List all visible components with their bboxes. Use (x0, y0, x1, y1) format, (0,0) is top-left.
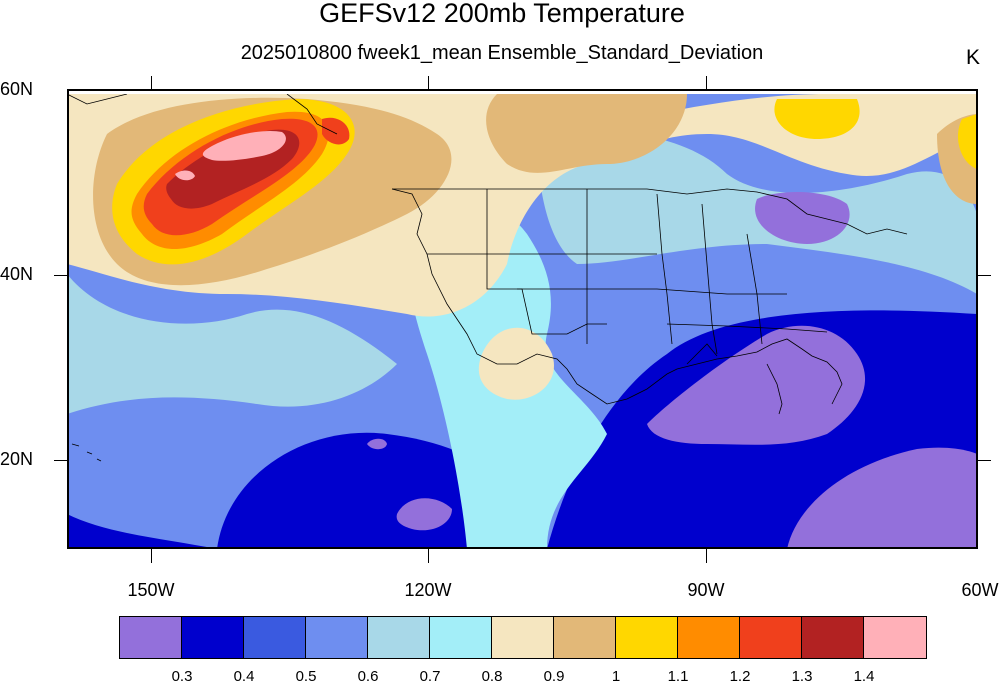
colorbar-swatch (430, 617, 492, 658)
temperature-std-dev-map (67, 94, 977, 549)
field-purple-southwest (396, 498, 452, 531)
units-label: K (966, 46, 981, 69)
x-tick-mark-top (428, 76, 429, 89)
colorbar-label: 1.4 (853, 668, 875, 685)
colorbar-label: 1.2 (729, 668, 751, 685)
field-purple-southeast (787, 447, 977, 549)
y-tick-mark (54, 275, 67, 276)
colorbar-swatch (306, 617, 368, 658)
colorbar-swatch (492, 617, 554, 658)
field-pink-core (202, 130, 286, 161)
colorbar-label: 1.1 (667, 668, 689, 685)
colorbar-swatch (182, 617, 244, 658)
field-yellow-northeast (774, 99, 860, 139)
colorbar-label: 0.7 (419, 668, 441, 685)
lon-label-60w: 60W (961, 580, 999, 600)
lon-label-150w: 150W (127, 580, 175, 600)
y-tick-mark-right (978, 460, 991, 461)
colorbar-label: 1.3 (791, 668, 813, 685)
colorbar-label: 0.4 (233, 668, 255, 685)
colorbar-swatch (864, 617, 926, 658)
colorbar (119, 616, 927, 659)
lon-label-90w: 90W (687, 580, 725, 600)
y-tick-mark (54, 460, 67, 461)
x-tick-mark-top (151, 76, 152, 89)
colorbar-label: 1 (611, 668, 621, 685)
x-tick-mark (428, 549, 429, 563)
lat-label-60n: 60N (0, 79, 34, 99)
field-red-orange-coast (322, 117, 350, 145)
colorbar-label: 0.5 (295, 668, 317, 685)
field-yellow-east (957, 114, 977, 169)
lat-label-40n: 40N (0, 264, 34, 284)
field-brown-north (486, 94, 687, 173)
lat-label-20n: 20N (0, 449, 34, 469)
field-light-blue-west (67, 274, 397, 414)
colorbar-label: 0.6 (357, 668, 379, 685)
field-purple-small (367, 438, 387, 450)
y-tick-mark-right (978, 275, 991, 276)
x-tick-mark (151, 549, 152, 563)
colorbar-swatch (616, 617, 678, 658)
colorbar-label: 0.9 (543, 668, 565, 685)
colorbar-swatch (244, 617, 306, 658)
plot-title: GEFSv12 200mb Temperature (319, 0, 685, 28)
field-purple-northeast (755, 192, 850, 244)
colorbar-swatch (554, 617, 616, 658)
field-dark-blue-southwest (67, 514, 217, 549)
colorbar-swatch (368, 617, 430, 658)
plot-subtitle: 2025010800 fweek1_mean Ensemble_Standard… (240, 42, 764, 64)
x-tick-mark-top (706, 76, 707, 89)
colorbar-label: 0.8 (481, 668, 503, 685)
colorbar-swatch (120, 617, 182, 658)
field-pink-small (175, 170, 195, 181)
land-outlines (67, 94, 908, 462)
colorbar-swatch (740, 617, 802, 658)
x-tick-mark (706, 549, 707, 563)
colorbar-swatch (678, 617, 740, 658)
field-purple-east (647, 325, 866, 445)
colorbar-label: 0.3 (171, 668, 193, 685)
lon-label-120w: 120W (404, 580, 452, 600)
colorbar-swatch (802, 617, 864, 658)
